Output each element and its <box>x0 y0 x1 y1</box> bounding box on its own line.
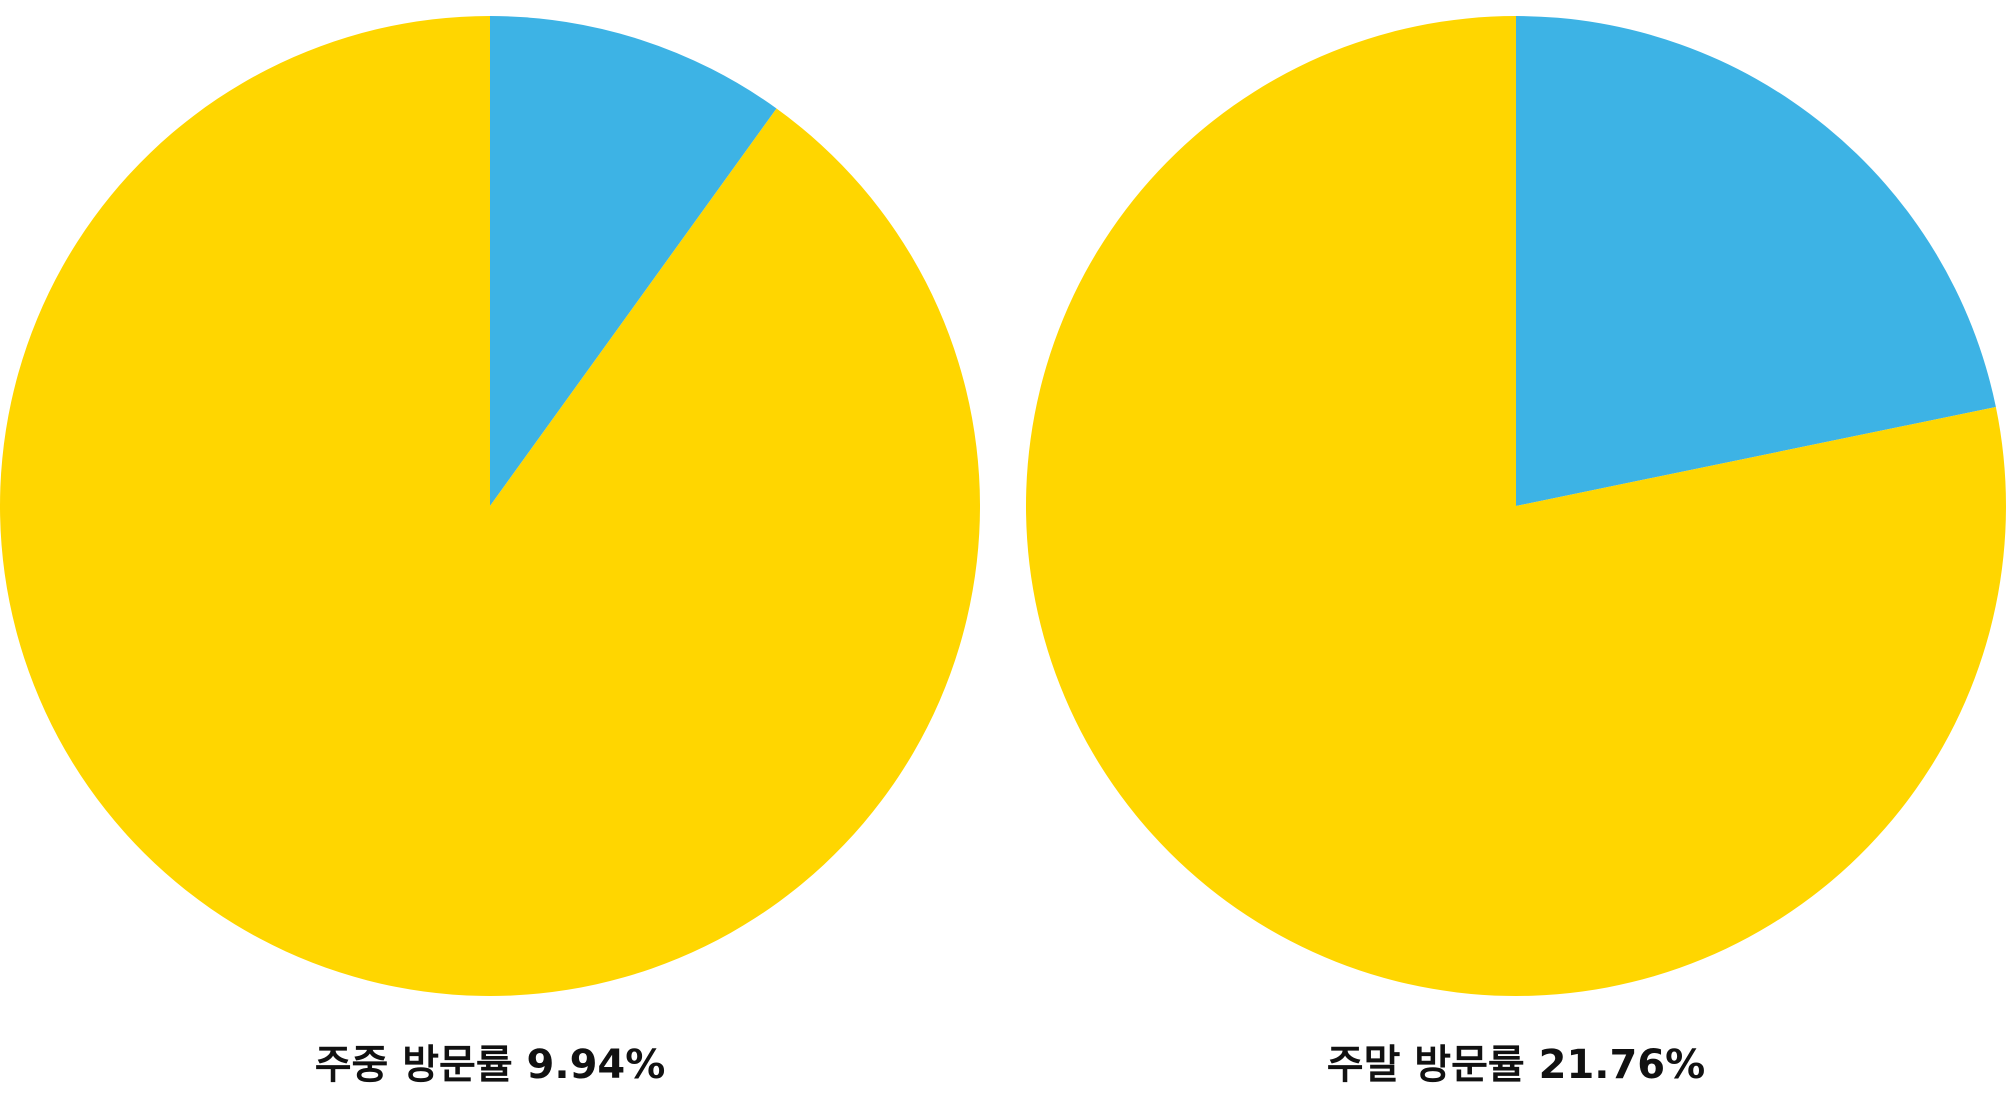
weekday-pie-caption: 주중 방문률 9.94% <box>315 1042 666 1088</box>
weekday-visit-slice <box>490 16 777 506</box>
weekday-remainder-slice <box>0 16 980 996</box>
weekend-pie-caption: 주말 방문률 21.76% <box>1327 1042 1705 1088</box>
weekday-pie-slices <box>0 16 980 996</box>
weekday-pie-chart: 주중 방문률 9.94% <box>0 16 980 1088</box>
weekend-pie-slices <box>1025 16 2006 996</box>
weekend-visit-slice <box>1516 16 1996 506</box>
weekend-pie-chart: 주말 방문률 21.76% <box>1025 16 2006 1088</box>
weekend-remainder-slice <box>1025 16 2006 996</box>
